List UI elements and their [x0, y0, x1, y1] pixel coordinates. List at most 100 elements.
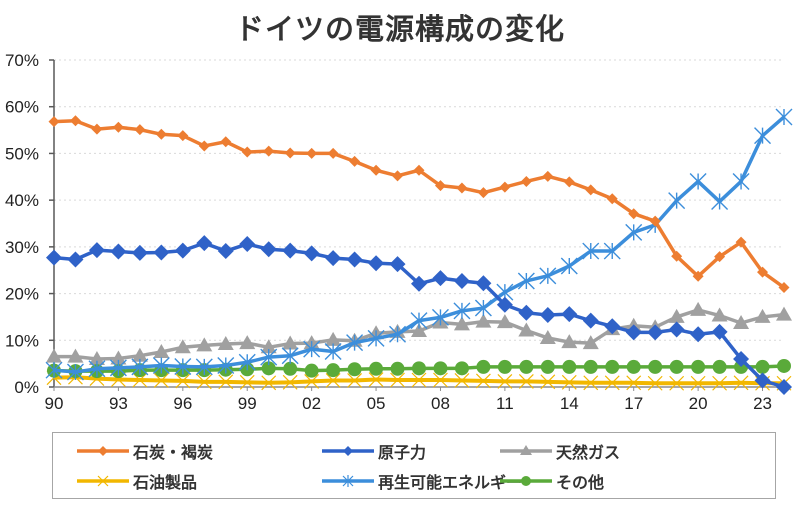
data-point	[518, 373, 534, 389]
data-point	[668, 308, 685, 323]
data-point	[433, 372, 448, 388]
data-point	[134, 124, 146, 136]
data-point	[776, 306, 792, 321]
data-point	[691, 359, 706, 374]
data-point	[711, 307, 728, 322]
data-point	[152, 357, 170, 375]
y-tick-label: 20%	[5, 285, 39, 304]
data-point	[453, 316, 470, 331]
data-point	[668, 321, 685, 338]
data-point	[412, 361, 426, 376]
data-point	[303, 340, 321, 358]
x-tick-label: 20	[689, 394, 708, 413]
x-tick-label: 14	[560, 394, 579, 413]
data-point	[518, 304, 535, 321]
data-point	[690, 326, 707, 343]
data-point	[735, 236, 747, 248]
data-point	[110, 243, 127, 260]
data-point	[496, 314, 513, 329]
x-tick-label: 11	[496, 394, 514, 413]
data-point	[367, 329, 385, 347]
y-tick-label: 10%	[5, 331, 39, 350]
data-point	[346, 334, 364, 352]
data-point	[368, 372, 384, 387]
data-point	[539, 307, 556, 324]
data-point	[304, 373, 320, 389]
data-point	[347, 362, 362, 377]
data-point	[346, 251, 363, 268]
series-1	[46, 235, 792, 395]
data-point	[562, 359, 577, 374]
data-point	[284, 147, 296, 159]
legend-swatch-icon	[77, 475, 129, 487]
data-point	[778, 281, 790, 293]
data-point	[776, 379, 792, 395]
data-point	[196, 235, 213, 252]
data-point	[733, 375, 749, 391]
data-point	[648, 359, 663, 374]
data-point	[732, 172, 750, 190]
data-point	[626, 375, 642, 391]
data-point	[220, 136, 232, 148]
data-point	[218, 374, 234, 390]
data-point	[539, 267, 557, 285]
data-point	[155, 128, 167, 140]
legend-label: 再生可能エネルギー	[378, 473, 523, 492]
x-tick-label: 93	[109, 394, 128, 413]
data-point	[497, 359, 512, 374]
data-point	[48, 116, 60, 128]
x-axis-ticks: 90 93 96 99 02 05 08 11 14 17 20 23	[45, 394, 772, 413]
data-point	[777, 358, 791, 373]
data-point	[561, 374, 577, 390]
data-point	[369, 361, 384, 376]
series-2	[46, 301, 792, 365]
data-point	[540, 359, 555, 374]
y-tick-label: 0%	[14, 378, 39, 397]
x-tick-label: 08	[431, 394, 450, 413]
data-point	[88, 360, 106, 378]
data-point	[561, 306, 578, 323]
data-point	[434, 180, 446, 192]
y-axis-ticks: 0% 10% 20% 30% 40% 50% 60% 70%	[5, 51, 39, 397]
data-point	[474, 299, 492, 317]
data-point	[281, 347, 299, 365]
series-lines	[45, 108, 793, 395]
data-point	[583, 375, 599, 391]
data-point	[454, 361, 469, 376]
data-point	[174, 357, 192, 375]
data-point	[626, 359, 641, 374]
legend-item: その他	[498, 468, 604, 494]
data-point	[198, 140, 210, 152]
x-tick-label: 96	[173, 394, 192, 413]
data-point	[410, 312, 428, 330]
data-point	[668, 192, 686, 210]
legend-swatch-icon	[77, 446, 129, 456]
data-point	[389, 256, 406, 273]
data-point	[368, 255, 385, 272]
data-point	[131, 244, 148, 261]
data-point	[349, 155, 361, 167]
legend-label: その他	[556, 473, 605, 492]
data-point	[647, 375, 663, 391]
legend-label: 天然ガス	[556, 443, 621, 462]
data-point	[647, 324, 664, 341]
data-point	[131, 358, 149, 376]
data-point	[413, 164, 425, 176]
data-point	[282, 335, 299, 350]
data-point	[261, 375, 277, 391]
data-point	[217, 243, 234, 260]
legend-item: 原子力	[320, 438, 426, 464]
data-point	[304, 363, 319, 378]
data-point	[46, 348, 62, 363]
data-point	[582, 312, 599, 329]
data-point	[327, 147, 339, 159]
data-point	[733, 350, 750, 367]
data-point	[453, 272, 470, 289]
data-point	[325, 373, 341, 388]
x-tick-label: 17	[624, 394, 643, 413]
data-point	[325, 250, 342, 267]
data-point	[196, 374, 212, 390]
data-point	[175, 373, 191, 389]
data-point	[411, 322, 427, 337]
legend-label: 石炭・褐炭	[133, 443, 214, 462]
